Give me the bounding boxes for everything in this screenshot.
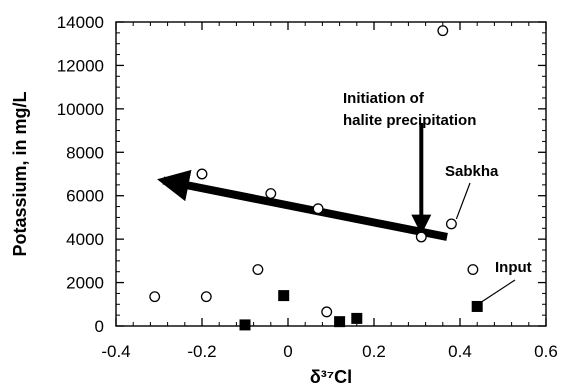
- y-axis-title: Potassium, in mg/L: [10, 91, 30, 256]
- y-tick-label: 4000: [66, 230, 104, 249]
- sabkha-point: [196, 168, 208, 180]
- x-tick-label: -0.2: [187, 342, 216, 361]
- sabkha-point: [252, 264, 264, 275]
- sabkha-point: [415, 231, 427, 243]
- x-tick-label: 0.6: [534, 342, 558, 361]
- annotation-layer: Initiation of halite precipitation Sabkha I…: [343, 90, 532, 302]
- x-axis-ticks: [115, 22, 547, 326]
- initiation-label-line-1: Initiation of: [343, 90, 425, 107]
- y-tick-label: 12000: [57, 56, 104, 75]
- sabkha-point: [321, 306, 333, 318]
- sabkha-point: [265, 188, 277, 199]
- sabkha-label: Sabkha: [445, 163, 499, 180]
- x-tick-label: 0: [283, 342, 292, 361]
- y-axis-tick-labels: 0 2000 4000 6000 8000 10000 12000 14000: [57, 13, 104, 336]
- sabkha-leader-line: [455, 182, 471, 220]
- y-axis-ticks: [116, 21, 546, 327]
- trend-arrow: [157, 169, 448, 241]
- x-axis-tick-labels: -0.4 -0.2 0 0.2 0.4 0.6: [101, 342, 557, 361]
- y-tick-label: 8000: [66, 143, 104, 162]
- input-point: [334, 316, 346, 328]
- y-tick-label: 6000: [66, 187, 104, 206]
- y-tick-label: 10000: [57, 100, 104, 119]
- sabkha-point: [312, 203, 324, 215]
- x-axis-title: δ³⁷Cl: [310, 367, 352, 387]
- sabkha-point: [445, 218, 457, 230]
- y-tick-label: 2000: [66, 274, 104, 293]
- input-leader-line: [481, 279, 516, 302]
- trend-arrow-layer: [157, 169, 448, 241]
- x-tick-label: -0.4: [101, 342, 130, 361]
- sabkha-point: [200, 291, 212, 303]
- input-point: [239, 319, 251, 331]
- input-label: Input: [495, 259, 532, 276]
- x-tick-label: 0.2: [362, 342, 386, 361]
- initiation-label-line-2: halite precipitation: [343, 112, 476, 129]
- input-point: [471, 300, 483, 312]
- input-point: [351, 312, 363, 324]
- sabkha-point: [437, 25, 449, 37]
- y-tick-label: 0: [95, 317, 104, 336]
- input-point: [278, 290, 290, 302]
- x-tick-label: 0.4: [448, 342, 472, 361]
- y-tick-label: 14000: [57, 13, 104, 32]
- sabkha-point: [467, 264, 479, 275]
- points-layer: [149, 25, 483, 331]
- sabkha-point: [149, 291, 161, 303]
